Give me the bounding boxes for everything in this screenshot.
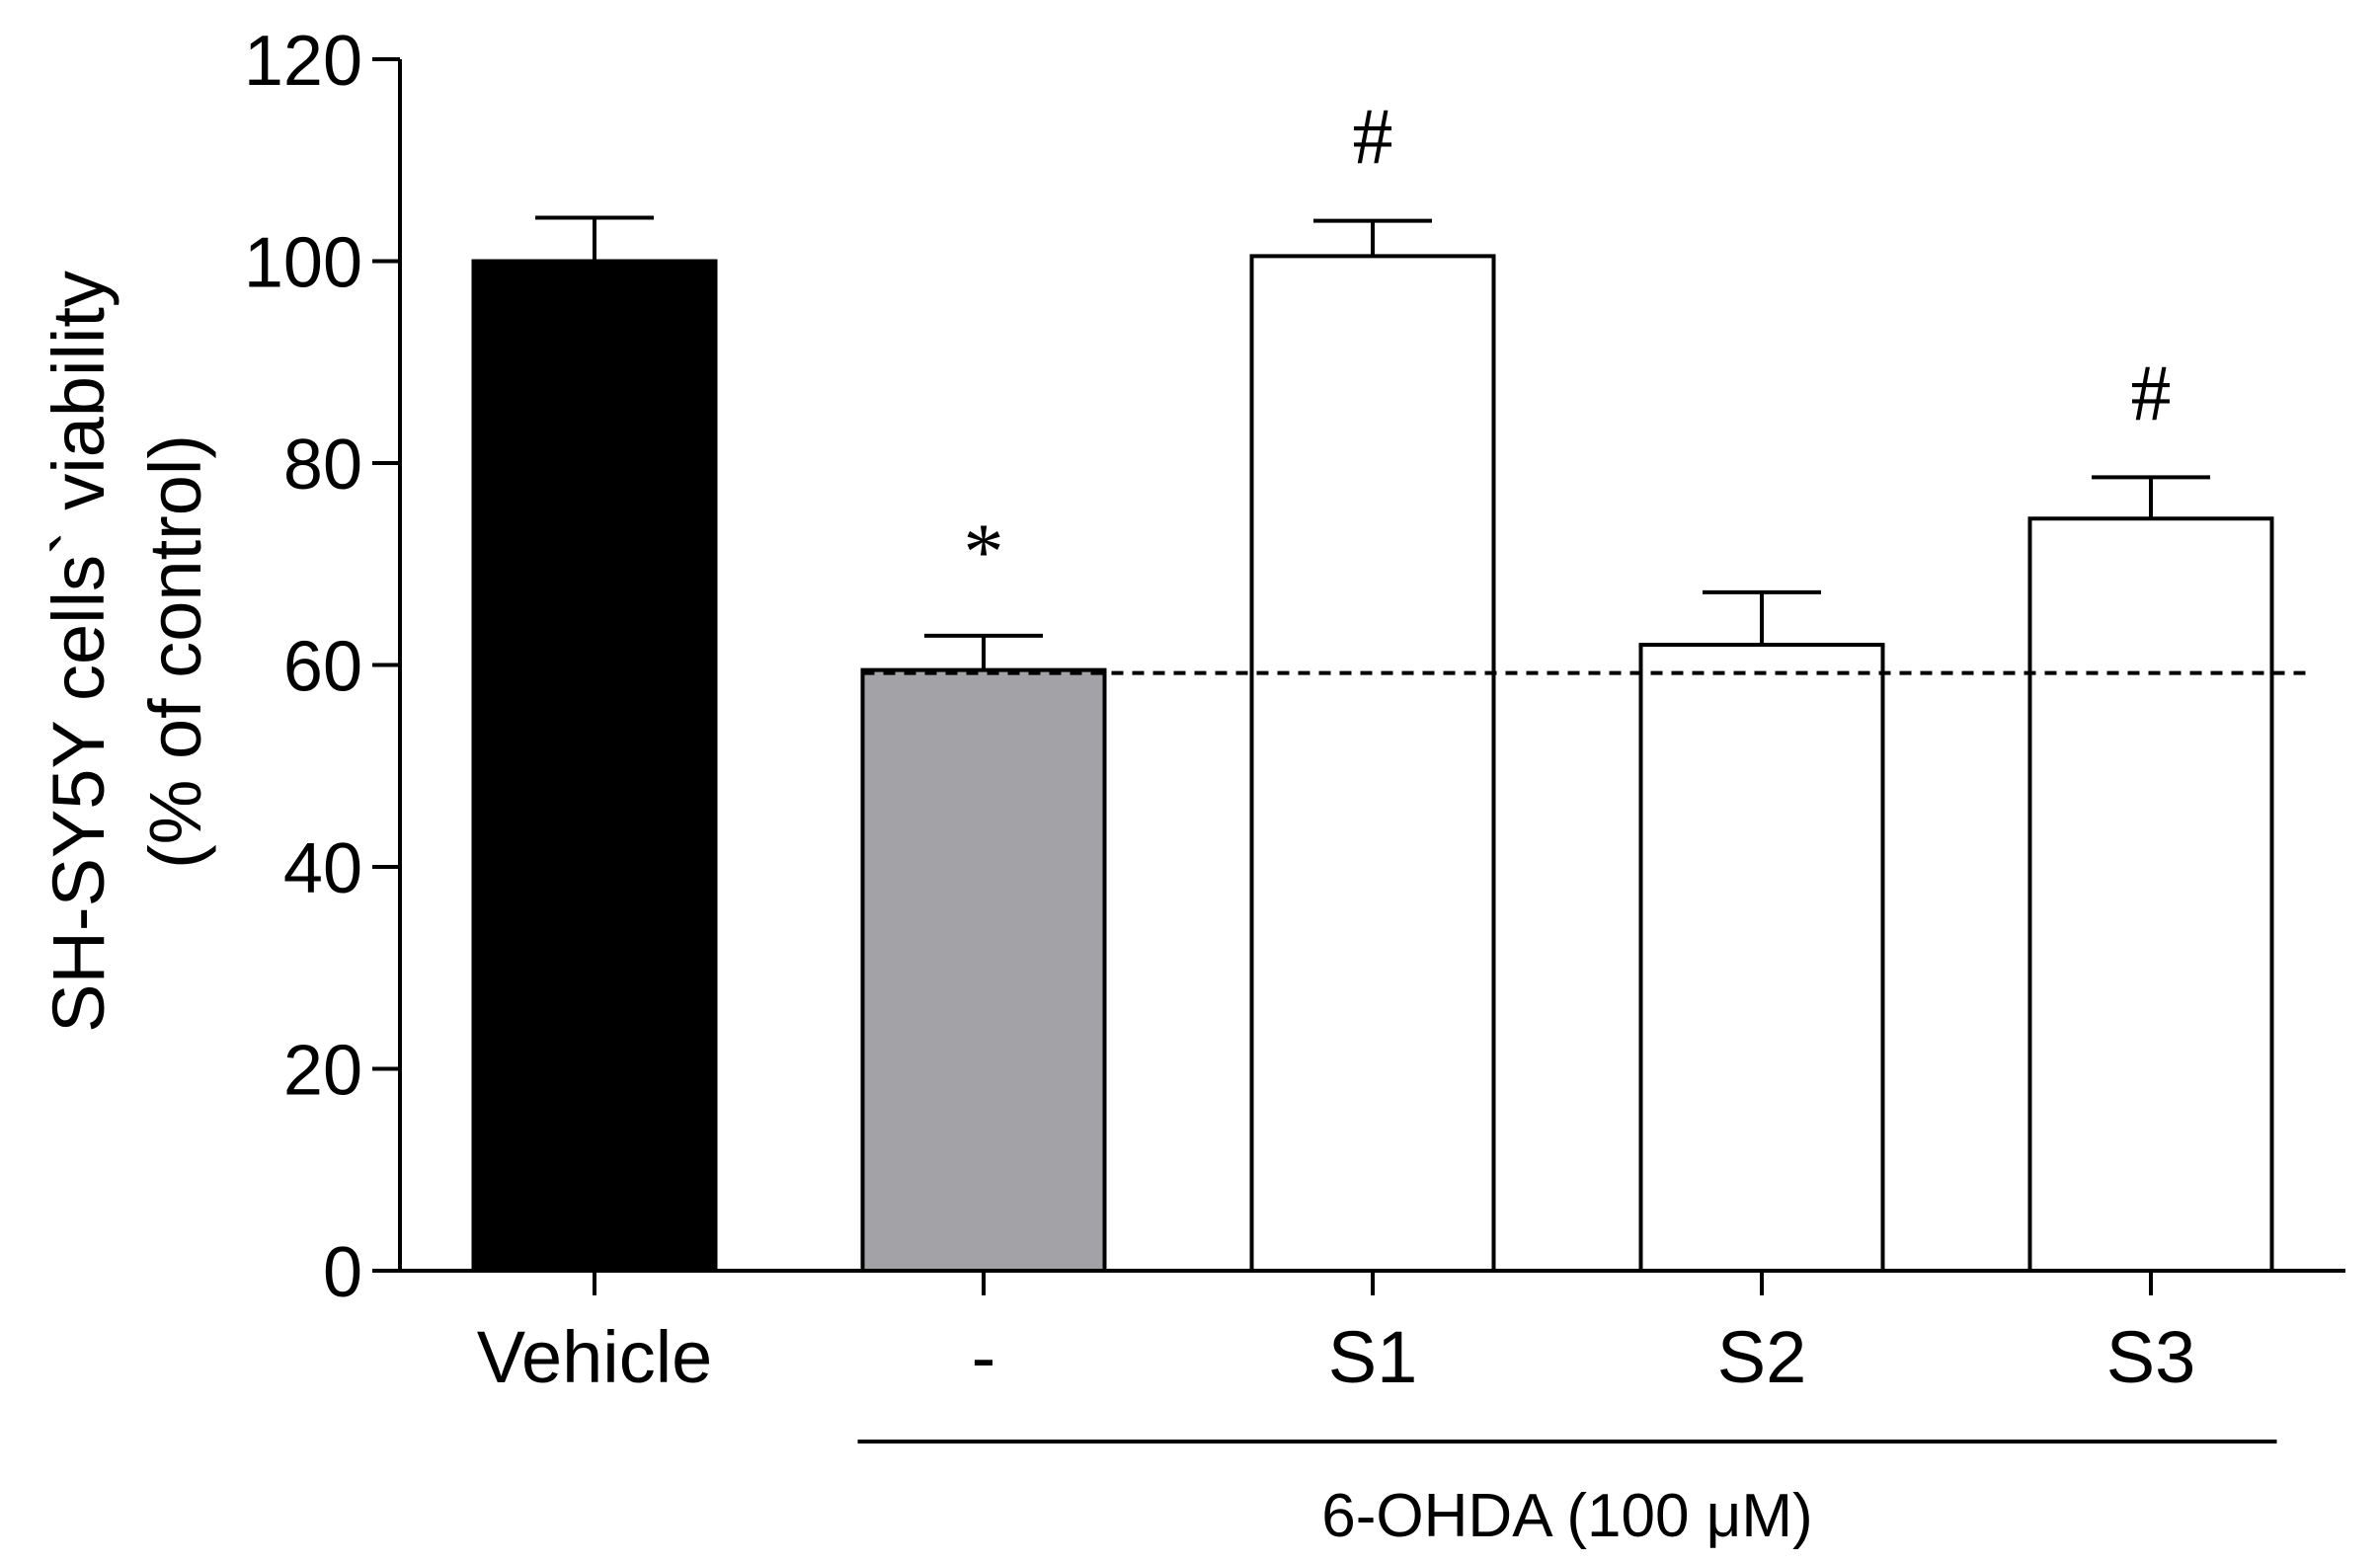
y-tick-label: 80: [283, 426, 362, 505]
significance-mark: #: [2131, 348, 2172, 437]
bars: [471, 215, 2274, 1274]
y-tick-label: 20: [283, 1032, 362, 1111]
y-tick-label: 60: [283, 628, 362, 707]
group-bracket: 6-OHDA (100 μM): [857, 1440, 2277, 1550]
y-tick-label: 120: [244, 22, 362, 101]
y-axis-title-line1: SH-SY5Y cells` viability: [38, 271, 119, 1033]
significance-marks: * # #: [964, 92, 2172, 596]
y-tick-label: 100: [244, 224, 362, 303]
y-tick-label: 40: [283, 829, 362, 908]
axes: [398, 59, 2345, 1295]
bar: [860, 667, 1107, 1273]
bar: [1638, 643, 1885, 1273]
bar: [1249, 254, 1496, 1274]
significance-mark: *: [964, 507, 1004, 596]
y-axis-title: SH-SY5Y cells` viability (% of control): [38, 271, 216, 1033]
category-label: Vehicle: [477, 1316, 713, 1398]
category-label: -: [972, 1316, 996, 1398]
bar: [2027, 516, 2274, 1273]
category-label: S2: [1717, 1316, 1807, 1398]
significance-mark: #: [1353, 92, 1393, 182]
y-tick-label: 0: [323, 1233, 362, 1312]
bar: [471, 259, 718, 1273]
group-bracket-label: 6-OHDA (100 μM): [1321, 1482, 1812, 1550]
category-label: S3: [2106, 1316, 2196, 1398]
category-label: S1: [1328, 1316, 1418, 1398]
y-axis-ticks: 0 20 40 60 80 100 120: [244, 22, 400, 1312]
y-axis-title-line2: (% of control): [134, 434, 216, 869]
category-labels: Vehicle - S1 S2 S3: [477, 1316, 2196, 1398]
